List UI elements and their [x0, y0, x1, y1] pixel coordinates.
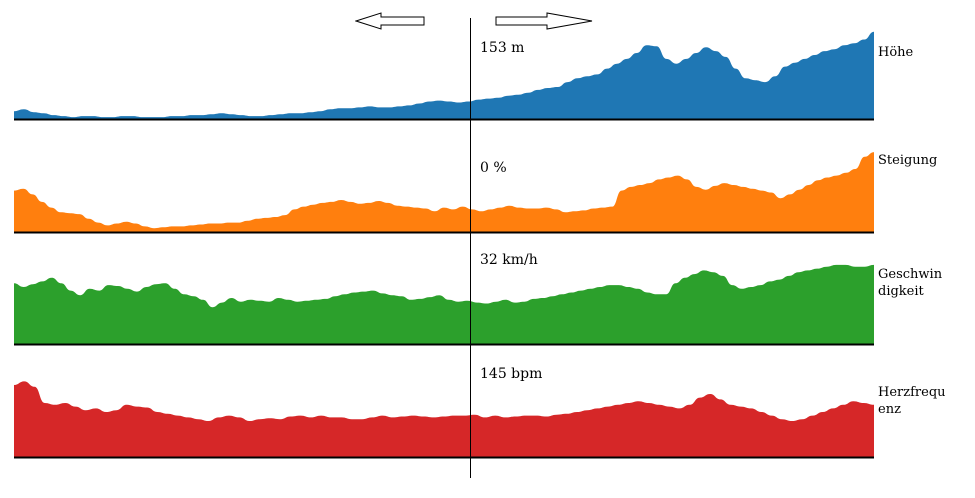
herzfrequenz-readout: 145 bpm [480, 366, 543, 382]
steigung-area [14, 152, 874, 232]
steigung-label: Steigung [878, 153, 938, 168]
cursor-line[interactable] [470, 18, 471, 478]
hoehe-readout: 153 m [480, 40, 525, 56]
arrow-left-icon[interactable] [355, 12, 453, 30]
arrow-right-icon[interactable] [495, 12, 593, 30]
herzfrequenz-label: Herzfrequenz [878, 385, 946, 417]
geschwindigkeit-readout: 32 km/h [480, 252, 538, 268]
steigung-readout: 0 % [480, 160, 507, 176]
hoehe-label: Höhe [878, 45, 914, 60]
hoehe-area [14, 31, 874, 120]
herzfrequenz-area [14, 381, 874, 457]
geschwindigkeit-label: Geschwindigkeit [878, 267, 943, 299]
geschwindigkeit-area [14, 264, 874, 344]
